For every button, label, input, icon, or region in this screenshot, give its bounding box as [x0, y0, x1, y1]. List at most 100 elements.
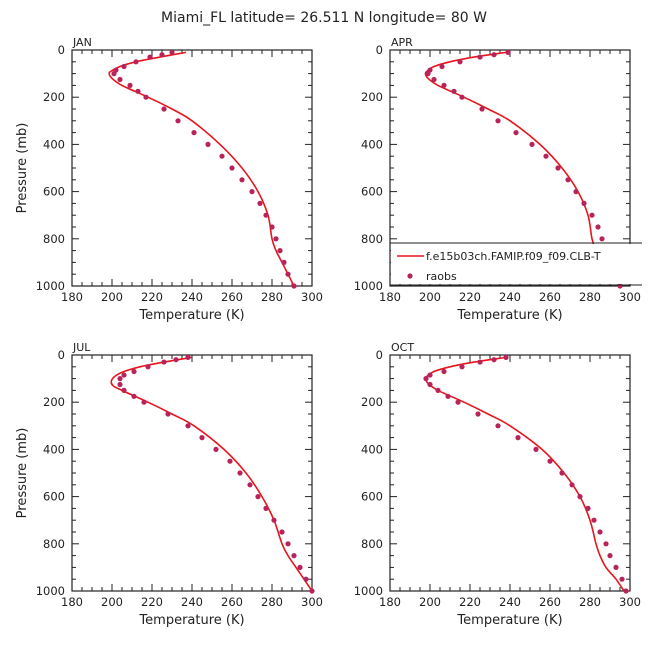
raobs-point	[477, 54, 483, 60]
x-tick-label: 240	[181, 290, 203, 304]
figure-title: Miami_FL latitude= 26.511 N longitude= 8…	[161, 10, 487, 26]
y-tick-label: 400	[43, 442, 65, 456]
raobs-point	[435, 387, 441, 393]
x-tick-label: 300	[619, 290, 641, 304]
raobs-point	[459, 364, 465, 370]
raobs-point	[291, 283, 297, 289]
raobs-point	[479, 106, 485, 112]
raobs-point	[451, 88, 457, 94]
legend-background	[391, 244, 631, 284]
x-tick-label: 180	[61, 595, 83, 609]
y-tick-label: 800	[361, 537, 383, 551]
raobs-point	[297, 564, 303, 571]
raobs-point	[423, 376, 429, 382]
y-tick-label: 600	[361, 490, 383, 504]
raobs-point	[131, 393, 137, 399]
raobs-point	[191, 130, 197, 136]
panel-title: APR	[391, 36, 413, 49]
y-tick-label: 0	[58, 43, 65, 57]
raobs-point	[529, 141, 535, 147]
raobs-point	[585, 505, 591, 511]
x-tick-label: 220	[141, 290, 163, 304]
legend-model-label: f.e15b03ch.FAMIP.f09_f09.CLB-T	[426, 250, 601, 263]
x-axis-label: Temperature (K)	[138, 308, 244, 323]
raobs-point	[533, 446, 539, 452]
y-tick-label: 600	[43, 490, 65, 504]
raobs-point	[495, 118, 501, 124]
raobs-point	[263, 505, 269, 511]
x-tick-label: 280	[261, 290, 283, 304]
y-tick-label: 600	[361, 185, 383, 199]
raobs-point	[219, 153, 225, 159]
raobs-point	[185, 423, 191, 429]
panel-jan	[71, 49, 313, 289]
raobs-point	[591, 517, 597, 523]
raobs-point	[445, 393, 451, 399]
raobs-point	[285, 541, 291, 547]
raobs-point	[569, 482, 575, 488]
raobs-point	[121, 63, 127, 70]
y-tick-label: 0	[376, 348, 383, 362]
y-tick-label: 1000	[36, 279, 65, 293]
raobs-point	[581, 200, 587, 206]
plot-frame-oct	[389, 354, 631, 592]
raobs-point	[269, 224, 275, 230]
raobs-point	[559, 470, 565, 476]
legend-raobs-label: raobs	[426, 270, 457, 283]
x-tick-label: 280	[579, 290, 601, 304]
y-tick-label: 200	[43, 90, 65, 104]
raobs-point	[309, 588, 315, 594]
raobs-point	[439, 63, 445, 70]
raobs-point	[117, 376, 123, 382]
y-tick-label: 200	[361, 395, 383, 409]
y-tick-label: 800	[43, 232, 65, 246]
x-tick-label: 300	[619, 595, 641, 609]
x-tick-label: 240	[181, 595, 203, 609]
raobs-point	[227, 458, 233, 464]
panel-title: JAN	[72, 36, 92, 49]
raobs-point	[505, 49, 511, 55]
raobs-point	[237, 470, 243, 476]
y-tick-label: 200	[361, 90, 383, 104]
raobs-point	[455, 399, 461, 405]
raobs-point	[277, 248, 283, 254]
x-axis-label: Temperature (K)	[138, 613, 244, 628]
raobs-point	[147, 54, 153, 60]
raobs-point	[457, 59, 463, 65]
raobs-point	[285, 271, 291, 277]
raobs-point	[255, 494, 261, 500]
y-tick-label: 800	[43, 537, 65, 551]
raobs-point	[271, 517, 277, 523]
panel-title: JUL	[72, 341, 91, 354]
raobs-point	[279, 529, 285, 535]
x-tick-label: 200	[419, 595, 441, 609]
raobs-point	[555, 165, 561, 171]
raobs-point	[143, 94, 149, 100]
y-tick-label: 1000	[354, 584, 383, 598]
raobs-point	[431, 76, 437, 83]
x-tick-label: 220	[459, 595, 481, 609]
raobs-point	[117, 76, 123, 83]
x-tick-label: 280	[261, 595, 283, 609]
panel-title: OCT	[391, 341, 414, 354]
raobs-point	[491, 52, 497, 58]
panel-oct	[389, 354, 631, 594]
raobs-point	[619, 576, 625, 582]
model-line-oct	[424, 356, 625, 592]
raobs-point	[427, 381, 433, 388]
x-axis-label: Temperature (K)	[456, 308, 562, 323]
x-tick-label: 280	[579, 595, 601, 609]
x-tick-label: 260	[539, 595, 561, 609]
raobs-point	[213, 446, 219, 452]
raobs-point	[565, 177, 571, 183]
raobs-point	[303, 576, 309, 582]
raobs-point	[121, 387, 127, 393]
x-tick-label: 200	[101, 290, 123, 304]
y-axis-label: Pressure (mb)	[15, 428, 30, 519]
raobs-point	[159, 52, 165, 58]
raobs-point	[247, 482, 253, 488]
x-tick-label: 260	[539, 290, 561, 304]
raobs-point	[145, 364, 151, 370]
